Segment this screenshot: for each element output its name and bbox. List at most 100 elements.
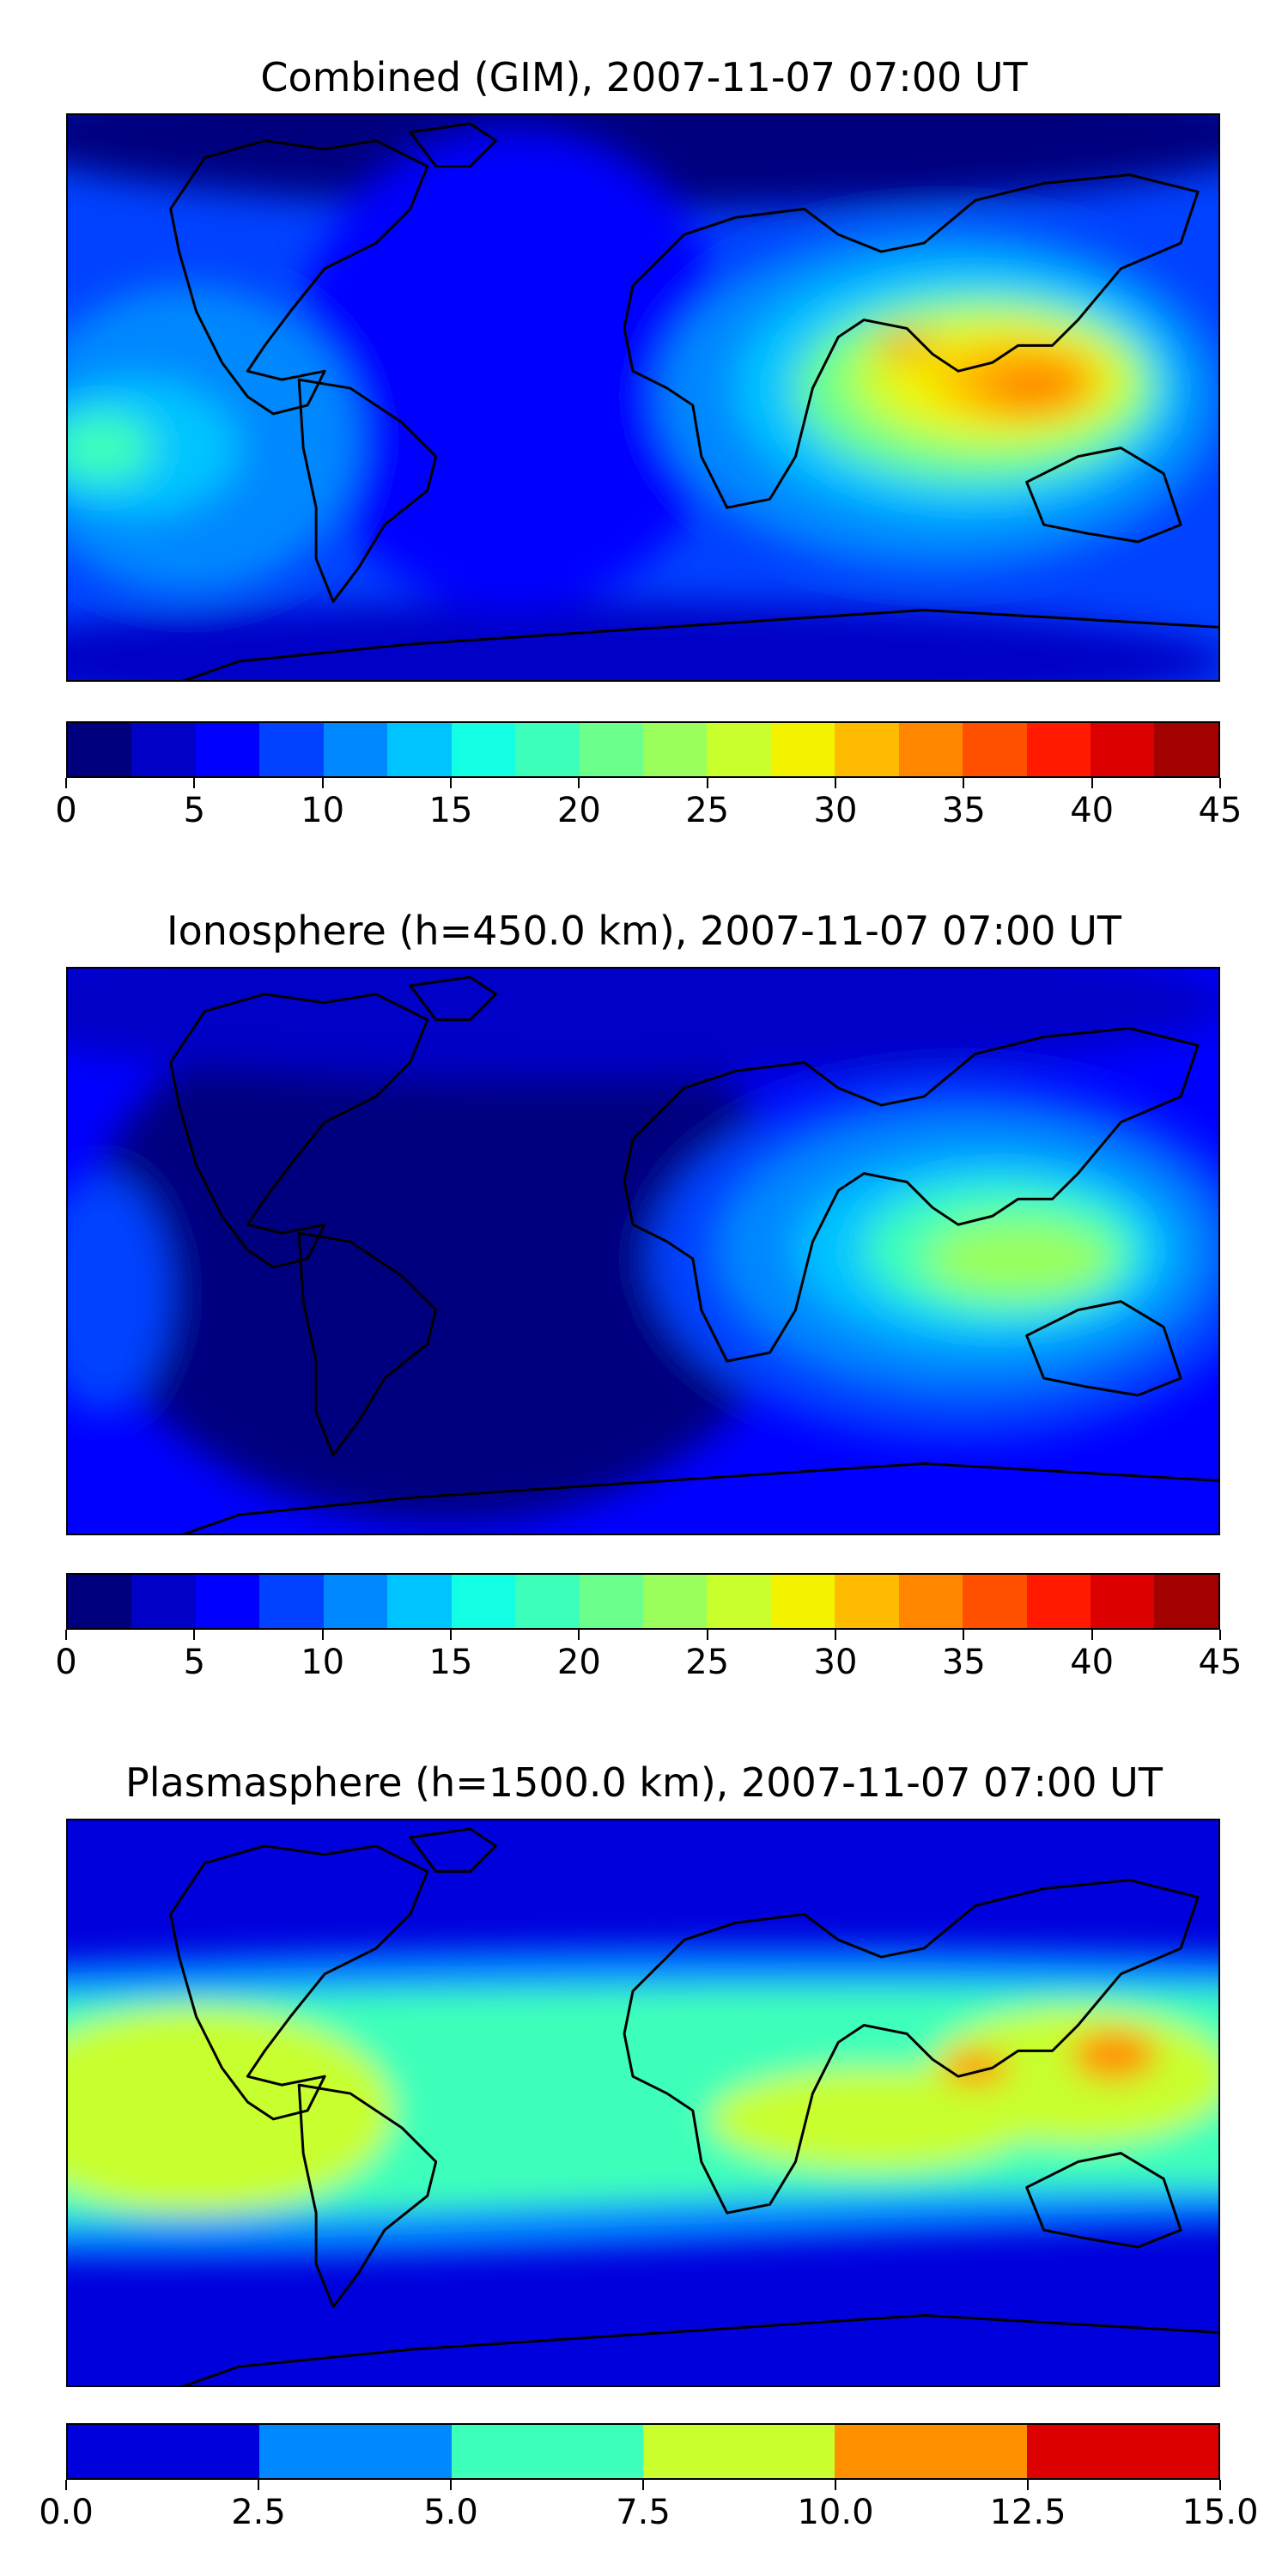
colorbar-segment (1154, 1575, 1218, 1628)
colorbar-segment (707, 1575, 771, 1628)
colorbar-segment (898, 1575, 963, 1628)
colorbar-tick-label: 20 (556, 1643, 601, 1682)
colorbar-segment (259, 2425, 452, 2478)
colorbar-segment (642, 723, 708, 776)
colorbar-tick-label: 15.0 (1182, 2493, 1259, 2532)
panel-title-plasmasphere: Plasmasphere (h=1500.0 km), 2007-11-07 0… (125, 1759, 1163, 1806)
coastlines (169, 1827, 1218, 2385)
colorbar-tick (578, 778, 580, 788)
colorbar-tick-label: 20 (556, 791, 601, 830)
colorbar-tick-label: 15 (428, 1643, 473, 1682)
colorbar-tick (578, 1630, 580, 1640)
colorbar-tick-label: 30 (813, 1643, 858, 1682)
colorbar-tick-label: 40 (1070, 1643, 1115, 1682)
colorbar-tick-label: 10.0 (797, 2493, 874, 2532)
colorbar-segment (515, 1575, 580, 1628)
colorbar-segment (770, 723, 835, 776)
colorbar-segment (195, 723, 260, 776)
colorbar-tick (642, 2480, 644, 2490)
colorbar-segment (451, 2425, 643, 2478)
colorbar-tick-label: 40 (1070, 791, 1115, 830)
colorbar-segment (1026, 2425, 1218, 2478)
coastlines (169, 975, 1218, 1534)
colorbar-segment (68, 1575, 132, 1628)
colorbar-combined (66, 721, 1220, 778)
colorbar-segment (451, 1575, 516, 1628)
colorbar-segment (323, 1575, 388, 1628)
colorbar-segment (963, 1575, 1027, 1628)
colorbar-plasmasphere (66, 2423, 1220, 2480)
map-plasmasphere (66, 1819, 1220, 2387)
colorbar-tick-label: 10 (301, 1643, 345, 1682)
colorbar-tick-label: 10 (301, 791, 345, 830)
colorbar-segment (770, 1575, 835, 1628)
colorbar-tick (65, 2480, 67, 2490)
colorbar-segment (451, 723, 516, 776)
colorbar-tick-label: 0 (55, 1643, 77, 1682)
contour-map-ionosphere (68, 969, 1218, 1534)
colorbar-tick (1219, 778, 1221, 788)
colorbar-tick-label: 15 (428, 791, 473, 830)
colorbar-tick (1091, 1630, 1093, 1640)
colorbar-tick-label: 30 (813, 791, 858, 830)
colorbar-tick (193, 1630, 196, 1640)
colorbar-segment (131, 723, 196, 776)
colorbar-tick-label: 5.0 (423, 2493, 478, 2532)
colorbar-tick (963, 1630, 965, 1640)
colorbar-segment (68, 2425, 260, 2478)
contour-map-combined (68, 115, 1218, 680)
colorbar-tick (65, 778, 67, 788)
colorbar-tick (321, 1630, 324, 1640)
colorbar-tick (963, 778, 965, 788)
colorbar-tick-label: 35 (941, 791, 986, 830)
panel-title-combined: Combined (GIM), 2007-11-07 07:00 UT (260, 54, 1028, 100)
colorbar-tick (450, 778, 452, 788)
colorbar-tick (706, 778, 708, 788)
colorbar-tick (1219, 2480, 1221, 2490)
colorbar-segment (323, 723, 388, 776)
colorbar-segment (387, 723, 452, 776)
colorbar-segment (898, 723, 963, 776)
colorbar-segment (259, 723, 324, 776)
colorbar-tick-label: 7.5 (616, 2493, 671, 2532)
colorbar-tick (321, 778, 324, 788)
colorbar-tick (65, 1630, 67, 1640)
colorbar-segment (387, 1575, 452, 1628)
colorbar-tick (1027, 2480, 1029, 2490)
colorbar-segment (68, 723, 132, 776)
colorbar-segment (642, 1575, 708, 1628)
colorbar-segment (642, 2425, 835, 2478)
map-combined (66, 113, 1220, 682)
colorbar-tick-label: 5 (183, 791, 206, 830)
colorbar-tick-label: 0.0 (39, 2493, 94, 2532)
colorbar-tick-label: 25 (685, 1643, 730, 1682)
map-ionosphere (66, 967, 1220, 1535)
colorbar-segment (1154, 723, 1218, 776)
colorbar-segment (835, 1575, 899, 1628)
colorbar-segment (963, 723, 1027, 776)
colorbar-segment (259, 1575, 324, 1628)
colorbar-tick-label: 25 (685, 791, 730, 830)
colorbar-segment (579, 723, 643, 776)
colorbar-tick-label: 12.5 (989, 2493, 1066, 2532)
panel-title-ionosphere: Ionosphere (h=450.0 km), 2007-11-07 07:0… (167, 908, 1121, 954)
colorbar-segment (515, 723, 580, 776)
colorbar-segment (1091, 723, 1155, 776)
colorbar-tick (1219, 1630, 1221, 1640)
colorbar-segment (835, 2425, 1027, 2478)
colorbar-tick-label: 45 (1198, 1643, 1242, 1682)
colorbar-tick (450, 2480, 452, 2490)
colorbar-tick-label: 0 (55, 791, 77, 830)
colorbar-tick (193, 778, 196, 788)
colorbar-ionosphere (66, 1573, 1220, 1630)
contour-map-plasmasphere (68, 1820, 1218, 2385)
colorbar-segment (835, 723, 899, 776)
colorbar-tick (706, 1630, 708, 1640)
colorbar-tick (835, 2480, 836, 2490)
colorbar-tick-label: 2.5 (231, 2493, 286, 2532)
colorbar-segment (707, 723, 771, 776)
colorbar-segment (1026, 723, 1091, 776)
colorbar-segment (131, 1575, 196, 1628)
colorbar-tick (1091, 778, 1093, 788)
colorbar-tick (450, 1630, 452, 1640)
